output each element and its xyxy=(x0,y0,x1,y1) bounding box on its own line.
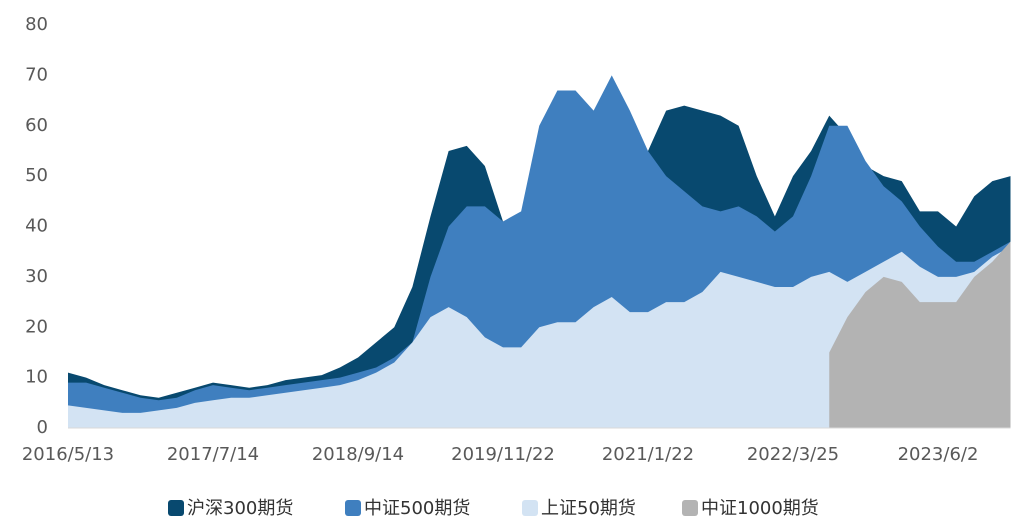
legend-label: 中证1000期货 xyxy=(701,498,819,519)
x-tick-label: 2019/11/22 xyxy=(451,444,555,465)
area xyxy=(68,246,1011,428)
y-tick-label: 60 xyxy=(25,115,48,136)
y-tick-label: 10 xyxy=(25,367,48,388)
y-tick-label: 30 xyxy=(25,266,48,287)
legend-swatch xyxy=(522,500,538,516)
x-tick-label: 2016/5/13 xyxy=(22,444,114,465)
legend-label: 中证500期货 xyxy=(364,498,470,519)
legend-label: 上证50期货 xyxy=(541,498,636,519)
y-tick-label: 20 xyxy=(25,316,48,337)
y-tick-label: 70 xyxy=(25,64,48,85)
legend-swatch xyxy=(168,500,184,516)
legend-swatch xyxy=(682,500,698,516)
y-tick-label: 40 xyxy=(25,216,48,237)
legend-label: 沪深300期货 xyxy=(187,498,293,519)
y-tick-label: 50 xyxy=(25,165,48,186)
y-tick-label: 0 xyxy=(37,417,48,438)
x-tick-label: 2023/6/2 xyxy=(898,444,979,465)
y-tick-label: 80 xyxy=(25,14,48,35)
x-tick-label: 2022/3/25 xyxy=(747,444,839,465)
x-tick-label: 2017/7/14 xyxy=(167,444,259,465)
legend-swatch xyxy=(345,500,361,516)
x-tick-label: 2018/9/14 xyxy=(312,444,404,465)
area xyxy=(829,241,1011,428)
x-tick-label: 2021/1/22 xyxy=(602,444,694,465)
